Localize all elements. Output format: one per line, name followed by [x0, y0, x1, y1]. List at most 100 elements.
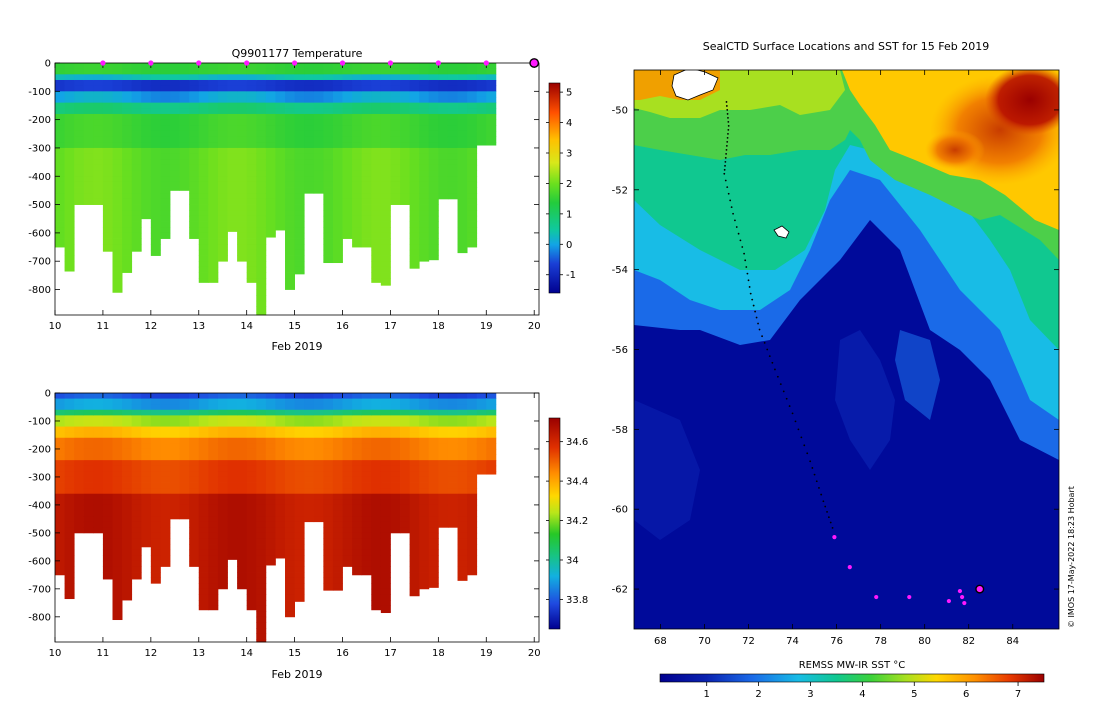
section-cell: [419, 187, 430, 194]
section-cell: [160, 544, 171, 551]
section-cell: [141, 432, 152, 439]
section-cell: [208, 549, 219, 556]
section-cell: [208, 420, 219, 427]
section-cell: [294, 465, 305, 472]
colorbar-tick-label: 0: [566, 240, 572, 251]
section-cell: [122, 153, 133, 160]
section-cell: [246, 404, 257, 411]
section-cell: [428, 493, 439, 500]
section-cell: [74, 113, 85, 121]
section-cell: [237, 176, 248, 183]
section-cell: [227, 465, 238, 472]
section-cell: [131, 227, 142, 234]
section-cell: [332, 79, 343, 87]
section-cell: [447, 499, 458, 506]
section-cell: [237, 521, 248, 528]
section-cell: [217, 471, 228, 478]
section-cell: [400, 504, 411, 511]
section-cell: [323, 437, 334, 444]
section-cell: [227, 113, 238, 121]
section-cell: [208, 488, 219, 495]
section-cell: [342, 170, 353, 177]
section-cell: [380, 272, 391, 279]
section-cell: [112, 176, 123, 183]
section-cell: [467, 232, 478, 239]
section-cell: [400, 198, 411, 205]
section-cell: [189, 130, 200, 138]
section-cell: [294, 147, 305, 154]
section-cell: [122, 79, 133, 87]
section-cell: [179, 493, 190, 500]
section-cell: [55, 493, 65, 500]
section-cell: [74, 409, 85, 416]
section-cell: [198, 255, 209, 262]
section-cell: [419, 510, 430, 517]
section-cell: [294, 448, 305, 455]
section-cell: [371, 63, 382, 70]
section-cell: [64, 266, 75, 272]
section-cell: [246, 255, 257, 262]
section-cell: [438, 136, 449, 143]
sst-colorbar-tick-label: 4: [859, 689, 865, 700]
section-cell: [428, 521, 439, 528]
section-cell: [189, 432, 200, 439]
section-cell: [170, 136, 180, 143]
section-cell: [457, 482, 468, 489]
section-cell: [323, 79, 334, 87]
section-cell: [438, 516, 449, 523]
section-cell: [102, 91, 113, 98]
section-cell: [467, 572, 478, 576]
section-cell: [294, 181, 305, 188]
section-cell: [323, 432, 334, 439]
section-cell: [457, 532, 468, 539]
section-cell: [141, 393, 152, 399]
section-cell: [55, 521, 65, 528]
section-cell: [246, 244, 257, 251]
section-cell: [64, 482, 75, 489]
section-cell: [332, 493, 343, 500]
section-cell: [457, 460, 468, 467]
section-cell: [256, 549, 267, 556]
section-cell: [198, 527, 209, 534]
section-cell: [112, 404, 123, 411]
section-cell: [294, 221, 305, 228]
track-dot: [724, 164, 726, 167]
section-cell: [457, 187, 468, 194]
section-cell: [198, 113, 209, 121]
section-cell: [438, 476, 449, 483]
section-cell: [93, 398, 104, 405]
section-cell: [93, 91, 104, 98]
section-cell: [409, 142, 420, 149]
section-cell: [352, 193, 363, 200]
section-cell: [323, 532, 334, 539]
section-cell: [361, 91, 372, 98]
section-cell: [112, 544, 123, 551]
section-cell: [457, 499, 468, 506]
track-dot: [818, 487, 820, 489]
section-cell: [304, 79, 315, 87]
section-cell: [476, 91, 487, 98]
section-cell: [332, 164, 343, 171]
section-cell: [122, 147, 133, 154]
section-cell: [131, 96, 142, 104]
section-cell: [447, 187, 458, 194]
section-cell: [74, 79, 85, 87]
section-cell: [64, 204, 75, 211]
section-cell: [313, 493, 324, 500]
section-cell: [246, 215, 257, 222]
section-cell: [217, 215, 228, 222]
section-cell: [332, 460, 343, 467]
colorbar-tick-label: 3: [566, 149, 572, 160]
section-cell: [198, 232, 209, 239]
section-cell: [438, 471, 449, 478]
colorbar-tick-label: 2: [566, 179, 572, 190]
section-cell: [246, 142, 257, 149]
section-cell: [400, 170, 411, 177]
track-dot: [725, 101, 728, 103]
section-cell: [467, 63, 478, 70]
section-cell: [160, 398, 171, 405]
section-cell: [198, 572, 209, 579]
section-cell: [428, 454, 439, 461]
track-dot: [727, 121, 730, 123]
